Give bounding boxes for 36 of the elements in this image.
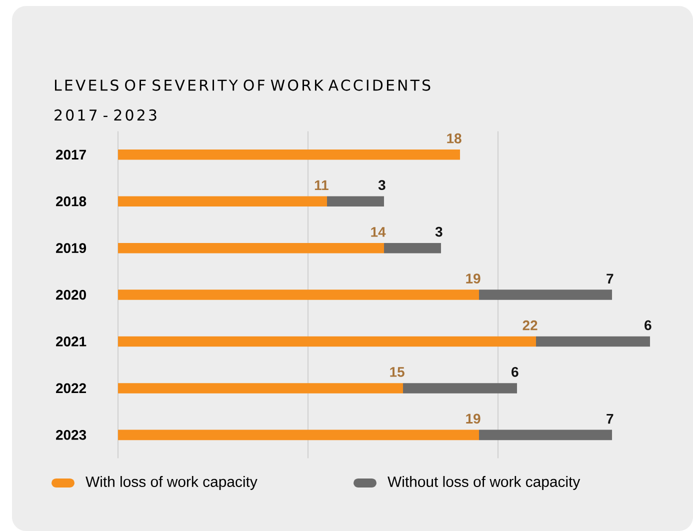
bar <box>384 242 442 254</box>
chart-title: LEVELS OF SEVERITY OF WORK ACCIDENTS 2017 - 2023 <box>54 80 430 121</box>
bar <box>403 383 518 394</box>
y-tick-label: 2020 <box>56 290 86 300</box>
data-label: 7 <box>606 414 614 424</box>
data-label: 19 <box>466 414 480 424</box>
data-label: 3 <box>435 226 442 237</box>
data-label: 6 <box>512 366 518 377</box>
y-tick-label: 2019 <box>56 243 86 254</box>
data-label: 22 <box>522 320 538 330</box>
data-label: 14 <box>371 227 386 237</box>
data-label: 19 <box>466 274 480 284</box>
data-label: 7 <box>606 274 614 284</box>
bar <box>118 430 480 440</box>
y-tick-label: 2017 <box>56 150 86 160</box>
y-tick-label: 2018 <box>56 196 86 206</box>
data-label: 3 <box>378 180 386 190</box>
legend-label: With loss of work capacity <box>86 476 258 490</box>
bar <box>118 150 460 160</box>
y-tick-label: 2022 <box>56 383 86 394</box>
legend-label: Without loss of work capacity <box>388 476 580 490</box>
bar <box>118 196 328 206</box>
data-label: 6 <box>644 320 652 330</box>
y-tick-label: 2023 <box>56 430 86 440</box>
bar <box>118 290 480 300</box>
bar <box>118 336 536 347</box>
data-label: 15 <box>390 367 404 377</box>
bar <box>479 290 612 300</box>
y-tick-label: 2021 <box>56 336 86 346</box>
bar <box>118 383 404 394</box>
data-label: 11 <box>314 180 328 190</box>
bar <box>479 430 612 440</box>
bar <box>327 196 384 206</box>
bar <box>536 336 650 347</box>
bar <box>118 242 384 254</box>
data-label: 18 <box>447 133 462 144</box>
